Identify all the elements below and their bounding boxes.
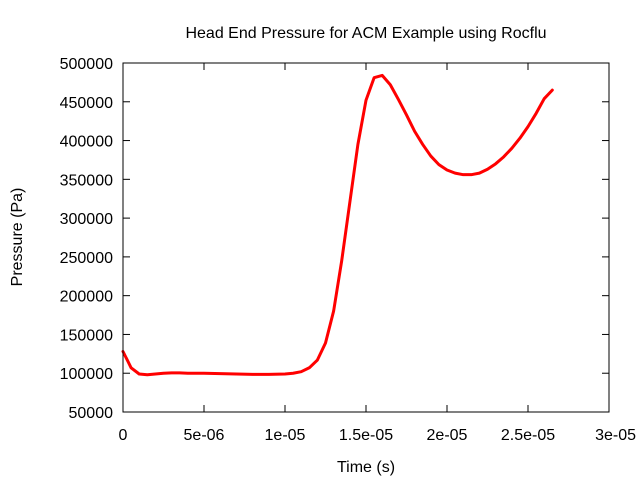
y-tick-label: 100000	[60, 366, 113, 383]
y-tick-label: 150000	[60, 327, 113, 344]
x-tick-label: 1.5e-05	[339, 427, 393, 444]
plot-frame	[122, 62, 610, 413]
y-tick-label: 500000	[60, 56, 113, 73]
y-tick-label: 50000	[69, 405, 114, 422]
data-series	[121, 73, 554, 377]
x-tick-label: 3e-05	[595, 427, 636, 444]
y-axis-label: Pressure (Pa)	[9, 188, 26, 287]
x-tick-label: 0	[119, 427, 128, 444]
y-tick-label: 250000	[60, 250, 113, 267]
chart-title: Head End Pressure for ACM Example using …	[185, 25, 546, 42]
x-tick-label: 2e-05	[427, 427, 468, 444]
x-axis-label: Time (s)	[337, 459, 395, 476]
x-tick-label: 5e-06	[184, 427, 225, 444]
y-tick-label: 300000	[60, 211, 113, 228]
x-tick-label: 2.5e-05	[501, 427, 555, 444]
y-tick-label: 450000	[60, 95, 113, 112]
series-line-head-end-pressure	[121, 73, 554, 377]
axis-tick-labels: 50000 100000 150000 200000 250000 300000 35000…	[60, 56, 636, 444]
y-tick-label: 400000	[60, 134, 113, 151]
y-tick-label: 350000	[60, 172, 113, 189]
y-tick-label: 200000	[60, 289, 113, 306]
x-tick-label: 1e-05	[265, 427, 306, 444]
